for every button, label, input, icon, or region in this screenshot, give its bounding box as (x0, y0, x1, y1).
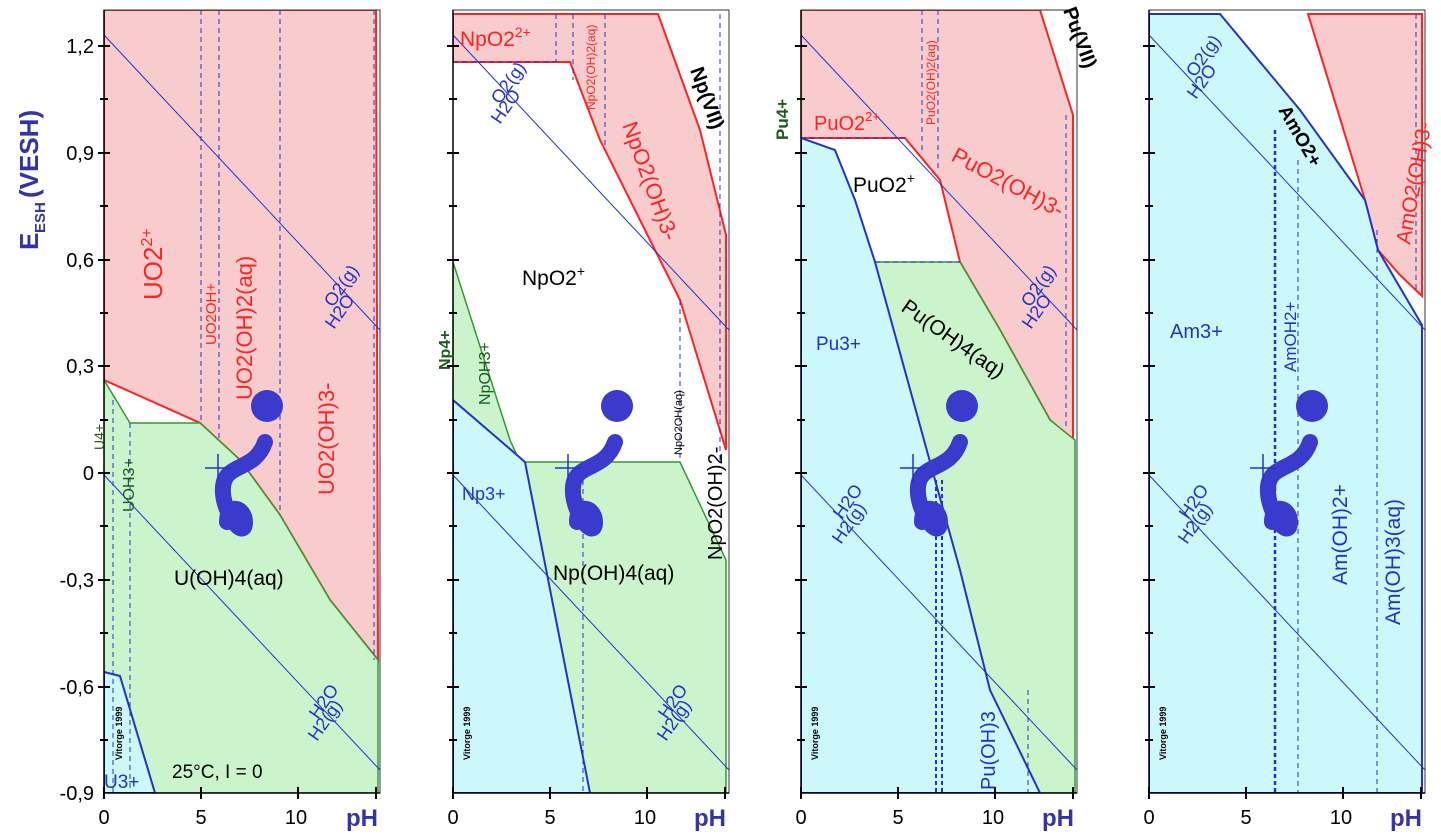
y-axis-title-sub: ESH (32, 202, 49, 233)
water-line-o2 (453, 34, 729, 331)
panel-neptunium: 0 5 10 pH NpO22+ NpO2(OH)2(aq) NpO2(OH)3… (437, 9, 730, 832)
label-amoh3aq: Am(OH)3(aq) (1382, 499, 1405, 625)
x-ticks (800, 787, 1074, 799)
y-ticks (98, 45, 110, 741)
y-ticks (1143, 45, 1155, 741)
y-tick-label: 0,6 (66, 250, 94, 272)
water-line-h2 (801, 474, 1077, 771)
label-puoh3: Pu(OH)3 (978, 711, 1000, 790)
logo-mark (900, 390, 978, 537)
label-conditions: 25°C, I = 0 (172, 762, 263, 783)
y-tick-label: -0,6 (60, 677, 94, 699)
label-uoh4aq: U(OH)4(aq) (174, 567, 284, 590)
region-np3 (453, 398, 592, 793)
water-line-o2 (801, 34, 1077, 331)
label-u4: U4+ (91, 424, 107, 450)
label-np3: Np3+ (462, 484, 506, 504)
x-tick-label: 10 (1330, 807, 1352, 829)
x-ticks (103, 787, 377, 799)
label-puo2oh2aq: PuO2(OH)2(aq) (924, 40, 938, 125)
y-tick-labels: 1,2 0,9 0,6 0,3 0 -0,3 -0,6 -0,9 (60, 36, 94, 805)
x-axis-title: pH (346, 805, 378, 832)
label-npoh3: NpOH3+ (477, 342, 494, 405)
label-pu4: Pu4+ (773, 99, 792, 140)
x-ticks (452, 787, 726, 799)
label-npo2oh2aq: NpO2(OH)2(aq) (584, 25, 598, 110)
x-tick-label: 0 (1143, 807, 1154, 829)
y-ticks (447, 45, 459, 741)
x-axis-title: pH (694, 805, 726, 832)
credit: Vitorge 1999 (810, 707, 820, 760)
water-line-h2 (453, 474, 729, 771)
y-tick-label: -0,9 (60, 783, 94, 805)
panel-americium: 0 5 10 pH AmO2+ AmO2(OH)3- Am3+ AmOH2+ A… (1143, 9, 1436, 832)
label-uo2oh2aq: UO2(OH)2(aq) (232, 256, 257, 400)
logo-mark (205, 390, 283, 537)
label-uo2oh: UO2OH+ (203, 283, 220, 345)
y-axis-title-unit: (VESH) (14, 110, 44, 198)
y-ticks (795, 45, 807, 741)
label-uoh3: UOH3+ (121, 458, 138, 512)
label-uo2oh3: UO2(OH)3- (314, 383, 339, 495)
label-amoh2: AmOH2+ (1281, 302, 1300, 372)
label-amoh2plus: Am(OH)2+ (1329, 484, 1352, 585)
x-tick-label: 0 (447, 807, 458, 829)
water-line-h2 (104, 474, 380, 771)
label-npo2-2plus: NpO22+ (460, 24, 531, 51)
x-ticks (1148, 787, 1422, 799)
label-npo2oh2-minus: NpO2(OH)2- (705, 447, 727, 560)
x-tick-label: 5 (892, 807, 903, 829)
panel-plutonium: 0 5 10 pH Pu4+ PuO22+ PuO2(OH)2(aq) Pu(V… (773, 4, 1101, 832)
label-npoh4aq: Np(OH)4(aq) (553, 562, 674, 585)
x-tick-label: 10 (285, 807, 307, 829)
credit: Vitorge 1999 (114, 707, 124, 760)
label-puo2-2plus: PuO22+ (814, 109, 880, 135)
x-tick-label: 0 (98, 807, 109, 829)
y-tick-label: -0,3 (60, 570, 94, 592)
logo-mark (1250, 390, 1328, 537)
credit: Vitorge 1999 (462, 707, 472, 760)
y-axis-title-main: E (14, 233, 44, 250)
label-npo2oh-aq: NpO2OH(aq) (673, 390, 685, 455)
x-axis-title: pH (1042, 805, 1074, 832)
y-tick-label: 0,9 (66, 143, 94, 165)
panel-uranium: 0 5 10 pH UO22+ UO2OH+ UO2(OH)2(aq) UO2(… (91, 9, 381, 832)
y-tick-label: 0 (83, 463, 94, 485)
water-line-h2 (1149, 474, 1425, 771)
x-tick-label: 10 (634, 807, 656, 829)
label-am3: Am3+ (1170, 321, 1223, 343)
x-tick-label: 10 (982, 807, 1004, 829)
y-axis-title: E ESH (VESH) (14, 110, 49, 250)
region-am3 (1149, 13, 1423, 793)
y-tick-label: 0,3 (66, 356, 94, 378)
credit: Vitorge 1999 (1158, 707, 1168, 760)
x-tick-label: 5 (195, 807, 206, 829)
x-tick-label: 5 (1240, 807, 1251, 829)
label-np4: Np4+ (437, 330, 454, 370)
water-line-o2 (104, 34, 380, 331)
label-pu3: Pu3+ (816, 334, 861, 355)
label-puo2-plus: PuO2+ (853, 170, 915, 197)
water-line-o2 (1149, 34, 1425, 331)
label-u3: U3+ (104, 772, 139, 793)
logo-mark (555, 390, 633, 537)
label-npo2-plus: NpO2+ (522, 263, 585, 290)
x-tick-label: 0 (795, 807, 806, 829)
x-axis-title: pH (1390, 805, 1422, 832)
x-tick-label: 5 (544, 807, 555, 829)
y-tick-label: 1,2 (66, 36, 94, 58)
label-uo2-2plus: UO22+ (138, 228, 168, 300)
